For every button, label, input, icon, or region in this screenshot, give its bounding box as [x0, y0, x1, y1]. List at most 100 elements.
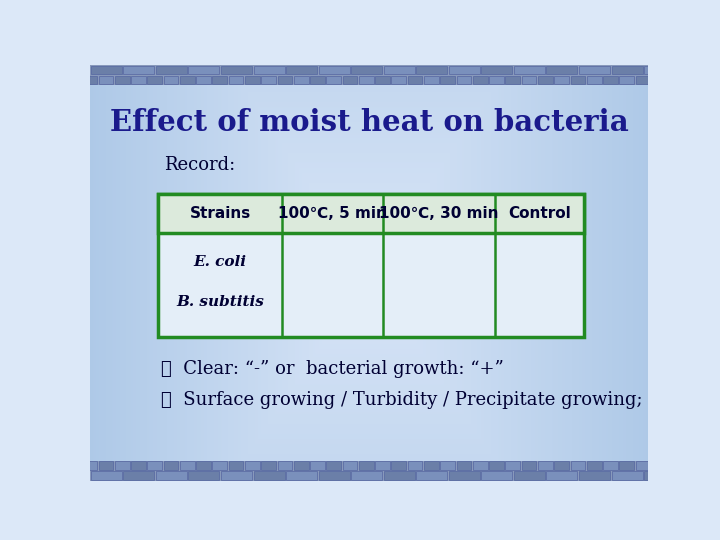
Bar	[82, 76, 97, 84]
Bar	[148, 461, 162, 470]
Bar	[677, 65, 708, 74]
Bar	[456, 461, 472, 470]
Bar	[221, 471, 252, 480]
Bar	[229, 461, 243, 470]
Bar	[163, 461, 179, 470]
Bar	[546, 471, 577, 480]
Bar	[392, 461, 406, 470]
Bar	[343, 461, 357, 470]
Bar	[286, 65, 317, 74]
Bar	[619, 461, 634, 470]
Bar	[351, 65, 382, 74]
Bar	[91, 65, 122, 74]
Text: 100℃, 30 min: 100℃, 30 min	[379, 206, 499, 221]
Text: Record:: Record:	[163, 156, 235, 174]
Bar	[319, 471, 350, 480]
Bar	[343, 76, 357, 84]
Bar	[261, 461, 276, 470]
Bar	[408, 461, 423, 470]
Bar	[456, 76, 472, 84]
Bar	[310, 461, 325, 470]
Bar	[245, 76, 260, 84]
Bar	[522, 461, 536, 470]
Bar	[286, 471, 317, 480]
Bar	[114, 76, 130, 84]
Bar	[196, 461, 211, 470]
Bar	[514, 471, 545, 480]
Bar	[587, 461, 601, 470]
Bar	[668, 76, 683, 84]
Bar	[514, 65, 545, 74]
Text: ❶  Clear: “-” or  bacterial growth: “+”: ❶ Clear: “-” or bacterial growth: “+”	[161, 360, 504, 378]
Bar	[408, 76, 423, 84]
Text: Control: Control	[508, 206, 571, 221]
Bar	[644, 471, 675, 480]
Bar	[245, 461, 260, 470]
Bar	[579, 471, 610, 480]
Bar	[156, 65, 187, 74]
Bar	[554, 461, 569, 470]
Bar	[90, 461, 648, 481]
Bar	[668, 461, 683, 470]
Bar	[489, 461, 504, 470]
Bar	[449, 471, 480, 480]
Bar	[359, 76, 374, 84]
Bar	[603, 76, 618, 84]
Text: Strains: Strains	[189, 206, 251, 221]
Bar	[473, 461, 487, 470]
Bar	[189, 471, 220, 480]
Bar	[482, 65, 513, 74]
Bar	[351, 471, 382, 480]
Bar	[441, 76, 455, 84]
Bar	[221, 65, 252, 74]
Bar	[384, 471, 415, 480]
Bar	[570, 76, 585, 84]
Bar	[652, 76, 667, 84]
Bar	[546, 65, 577, 74]
Bar	[326, 76, 341, 84]
Bar	[579, 65, 610, 74]
Bar	[294, 76, 309, 84]
Bar	[570, 461, 585, 470]
Bar	[180, 461, 194, 470]
Bar	[522, 76, 536, 84]
Bar	[58, 65, 89, 74]
Bar	[392, 76, 406, 84]
Text: 100℃, 5 min: 100℃, 5 min	[278, 206, 387, 221]
Bar	[611, 65, 642, 74]
Bar	[505, 76, 520, 84]
Bar	[99, 461, 113, 470]
Text: ❷  Surface growing / Turbidity / Precipitate growing;: ❷ Surface growing / Turbidity / Precipit…	[161, 391, 643, 409]
Bar	[652, 461, 667, 470]
Text: Effect of moist heat on bacteria: Effect of moist heat on bacteria	[109, 108, 629, 137]
Bar	[310, 76, 325, 84]
Bar	[359, 461, 374, 470]
Bar	[91, 471, 122, 480]
Bar	[158, 194, 585, 336]
Bar	[424, 461, 438, 470]
Text: B. subtitis: B. subtitis	[176, 295, 264, 309]
Bar	[148, 76, 162, 84]
Bar	[158, 194, 585, 233]
Bar	[416, 65, 447, 74]
Bar	[180, 76, 194, 84]
Bar	[619, 76, 634, 84]
Bar	[123, 65, 154, 74]
Bar	[114, 461, 130, 470]
Bar	[482, 471, 513, 480]
Bar	[156, 471, 187, 480]
Bar	[326, 461, 341, 470]
Bar	[90, 65, 648, 85]
Bar	[375, 76, 390, 84]
Bar	[212, 76, 228, 84]
Bar	[505, 461, 520, 470]
Bar	[587, 76, 601, 84]
Bar	[538, 76, 553, 84]
Bar	[189, 65, 220, 74]
Bar	[319, 65, 350, 74]
Bar	[611, 471, 642, 480]
Bar	[212, 461, 228, 470]
Bar	[554, 76, 569, 84]
Bar	[196, 76, 211, 84]
Bar	[131, 461, 145, 470]
